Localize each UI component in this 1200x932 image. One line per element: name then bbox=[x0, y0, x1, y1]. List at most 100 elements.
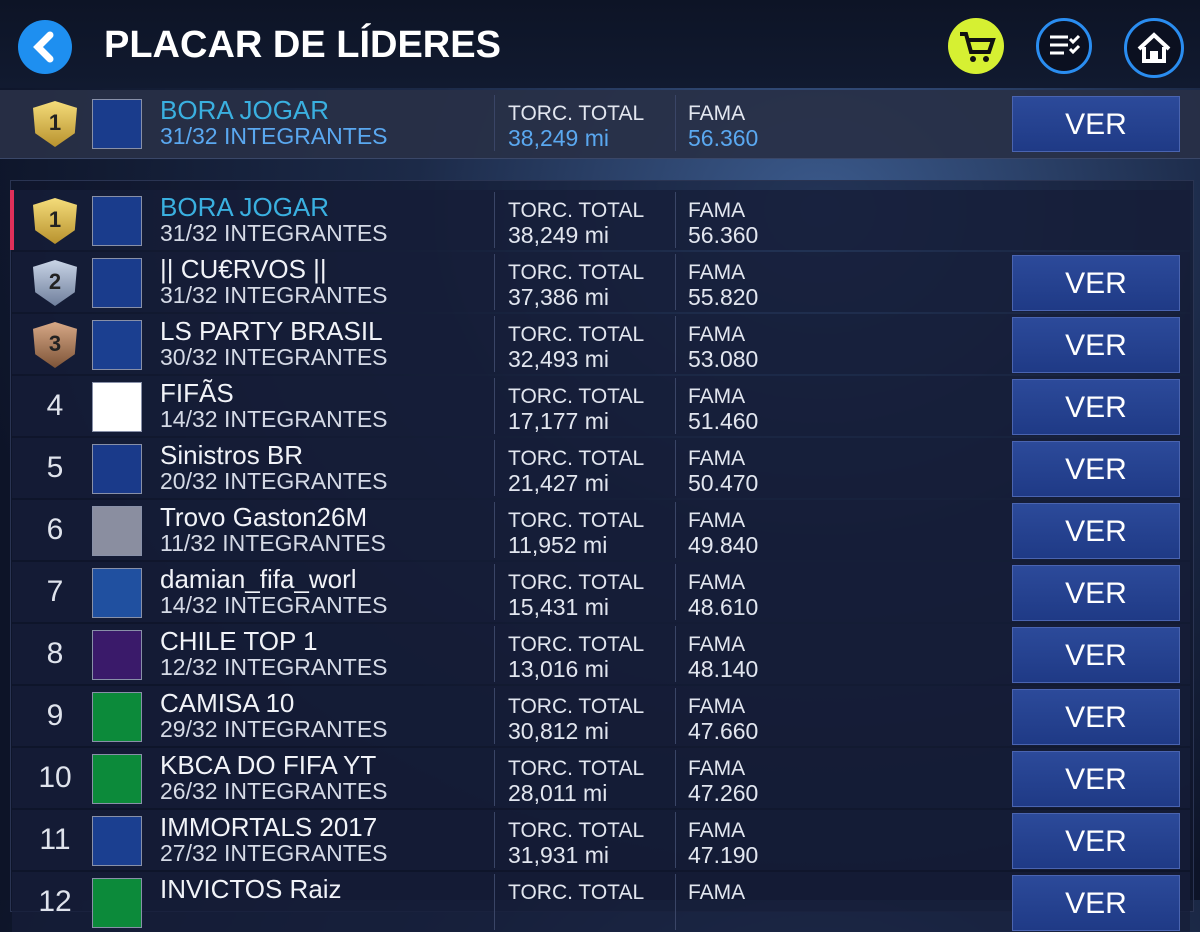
separator bbox=[675, 688, 676, 744]
fans-value: 30,812 mi bbox=[508, 718, 610, 744]
view-button[interactable]: VER bbox=[1012, 751, 1180, 807]
fans-label: TORC. TOTAL bbox=[508, 199, 645, 222]
selected-marker bbox=[10, 190, 14, 250]
club-logo bbox=[92, 692, 142, 742]
club-name: IMMORTALS 2017 bbox=[160, 812, 378, 842]
view-button[interactable]: VER bbox=[1012, 255, 1180, 311]
separator bbox=[675, 750, 676, 806]
club-members: 31/32 INTEGRANTES bbox=[160, 123, 388, 149]
fame-value: 49.840 bbox=[688, 532, 759, 558]
row-background bbox=[12, 190, 1190, 250]
fame-value: 47.660 bbox=[688, 718, 759, 744]
rank-number: 9 bbox=[46, 699, 64, 732]
fame-label: FAMA bbox=[688, 819, 746, 842]
separator bbox=[675, 626, 676, 682]
view-button[interactable]: VER bbox=[1012, 565, 1180, 621]
fame-label: FAMA bbox=[688, 571, 746, 594]
view-button[interactable]: VER bbox=[1012, 627, 1180, 683]
cart-icon bbox=[960, 32, 996, 62]
fans-value: 13,016 mi bbox=[508, 656, 610, 682]
club-logo bbox=[92, 506, 142, 556]
fame-value: 47.190 bbox=[688, 842, 759, 868]
view-button[interactable]: VER bbox=[1012, 96, 1180, 152]
view-button[interactable]: VER bbox=[1012, 875, 1180, 931]
rank-number: 5 bbox=[46, 451, 64, 484]
own-club-bar bbox=[0, 90, 1200, 159]
row-background bbox=[12, 810, 1190, 870]
home-button[interactable] bbox=[1124, 18, 1184, 78]
separator bbox=[675, 812, 676, 868]
fame-label: FAMA bbox=[688, 323, 746, 346]
club-logo bbox=[92, 444, 142, 494]
fame-label: FAMA bbox=[688, 695, 746, 718]
separator bbox=[494, 564, 495, 620]
fans-value: 15,431 mi bbox=[508, 594, 610, 620]
row-background bbox=[12, 438, 1190, 498]
fans-label: TORC. TOTAL bbox=[508, 633, 645, 656]
separator bbox=[675, 378, 676, 434]
back-button[interactable] bbox=[18, 20, 72, 74]
fame-value: 47.260 bbox=[688, 780, 759, 806]
fame-label: FAMA bbox=[688, 881, 746, 904]
separator bbox=[494, 378, 495, 434]
view-button[interactable]: VER bbox=[1012, 813, 1180, 869]
club-logo bbox=[92, 382, 142, 432]
home-icon bbox=[1137, 32, 1171, 63]
fans-value: 32,493 mi bbox=[508, 346, 610, 372]
fans-label: TORC. TOTAL bbox=[508, 695, 645, 718]
club-logo bbox=[92, 196, 142, 246]
view-button[interactable]: VER bbox=[1012, 379, 1180, 435]
view-button[interactable]: VER bbox=[1012, 317, 1180, 373]
filter-button[interactable] bbox=[1036, 18, 1092, 74]
view-button[interactable]: VER bbox=[1012, 689, 1180, 745]
club-members: 20/32 INTEGRANTES bbox=[160, 468, 388, 494]
club-logo bbox=[92, 754, 142, 804]
club-members: 31/32 INTEGRANTES bbox=[160, 282, 388, 308]
view-button[interactable]: VER bbox=[1012, 441, 1180, 497]
club-logo bbox=[92, 320, 142, 370]
fame-label: FAMA bbox=[688, 633, 746, 656]
club-members: 14/32 INTEGRANTES bbox=[160, 406, 388, 432]
club-name: BORA JOGAR bbox=[160, 95, 330, 125]
separator bbox=[675, 254, 676, 310]
fans-label: TORC. TOTAL bbox=[508, 881, 645, 904]
title: PLACAR DE LÍDERES bbox=[104, 24, 501, 66]
club-members: 14/32 INTEGRANTES bbox=[160, 592, 388, 618]
separator bbox=[494, 750, 495, 806]
fans-value: 38,249 mi bbox=[508, 125, 610, 151]
fame-label: FAMA bbox=[688, 757, 746, 780]
fans-label: TORC. TOTAL bbox=[508, 571, 645, 594]
fame-label: FAMA bbox=[688, 199, 746, 222]
separator bbox=[675, 502, 676, 558]
row-background bbox=[12, 314, 1190, 374]
club-name: CHILE TOP 1 bbox=[160, 626, 318, 656]
club-members: 26/32 INTEGRANTES bbox=[160, 778, 388, 804]
fans-label: TORC. TOTAL bbox=[508, 509, 645, 532]
list-icon bbox=[1050, 34, 1081, 55]
view-button[interactable]: VER bbox=[1012, 503, 1180, 559]
rank-number: 8 bbox=[46, 637, 64, 670]
club-name: || CU€RVOS || bbox=[160, 254, 327, 284]
club-logo bbox=[92, 568, 142, 618]
separator bbox=[494, 316, 495, 372]
club-members: 31/32 INTEGRANTES bbox=[160, 220, 388, 246]
shop-button[interactable] bbox=[948, 18, 1004, 74]
fans-value: 28,011 mi bbox=[508, 780, 608, 806]
rank-number: 12 bbox=[38, 885, 72, 918]
fans-label: TORC. TOTAL bbox=[508, 819, 645, 842]
rank-number: 4 bbox=[46, 389, 64, 422]
club-name: Sinistros BR bbox=[160, 440, 304, 470]
rank-number: 10 bbox=[38, 761, 72, 794]
club-name: INVICTOS Raiz bbox=[160, 874, 342, 904]
separator bbox=[494, 502, 495, 558]
fans-label: TORC. TOTAL bbox=[508, 385, 645, 408]
fame-value: 56.360 bbox=[688, 125, 759, 151]
club-name: BORA JOGAR bbox=[160, 192, 330, 222]
separator bbox=[675, 95, 676, 151]
separator bbox=[494, 626, 495, 682]
separator bbox=[675, 874, 676, 930]
fame-label: FAMA bbox=[688, 509, 746, 532]
club-logo bbox=[92, 878, 142, 928]
fans-label: TORC. TOTAL bbox=[508, 261, 645, 284]
